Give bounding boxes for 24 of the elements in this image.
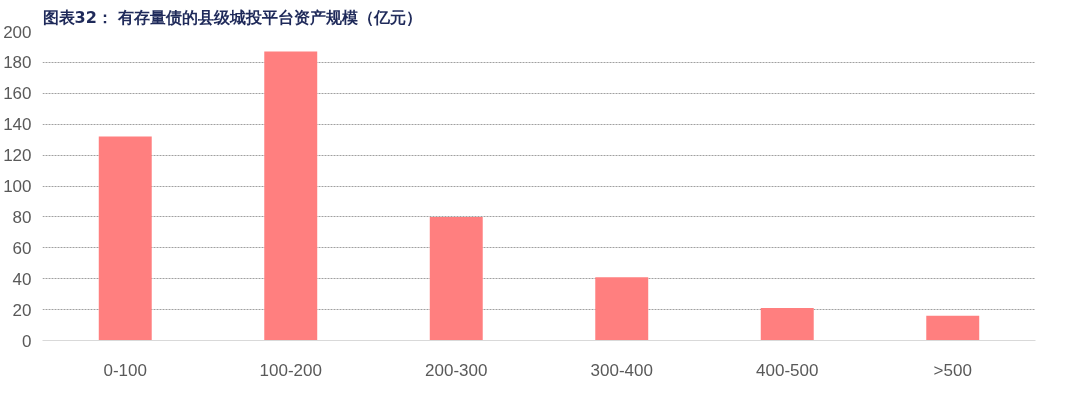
y-tick-label: 100: [3, 177, 32, 196]
bar: [264, 51, 318, 341]
y-tick-label: 20: [12, 300, 32, 320]
x-tick-label: 100-200: [259, 360, 322, 380]
x-tick-label: >500: [933, 360, 972, 380]
bar: [429, 216, 483, 341]
y-tick-label: 140: [3, 115, 32, 135]
y-tick-label: 60: [12, 238, 32, 258]
y-tick-label: 0: [22, 331, 32, 351]
bar: [98, 136, 152, 341]
x-tick-label: 200-300: [425, 360, 488, 380]
x-tick-label: 0-100: [103, 360, 147, 380]
y-tick-label: 80: [12, 207, 32, 227]
y-tick-label: 40: [12, 269, 32, 289]
chart-title: 图表32： 有存量债的县级城投平台资产规模（亿元）: [42, 7, 423, 27]
bar: [926, 315, 980, 341]
y-tick-label: 200: [3, 22, 32, 42]
y-tick-label: 160: [3, 84, 32, 104]
x-tick-label: 300-400: [590, 360, 653, 380]
y-tick-label: 120: [3, 146, 32, 166]
y-tick-label: 180: [3, 53, 32, 73]
bar: [595, 277, 649, 341]
x-tick-label: 400-500: [756, 360, 819, 380]
bar: [760, 308, 814, 341]
